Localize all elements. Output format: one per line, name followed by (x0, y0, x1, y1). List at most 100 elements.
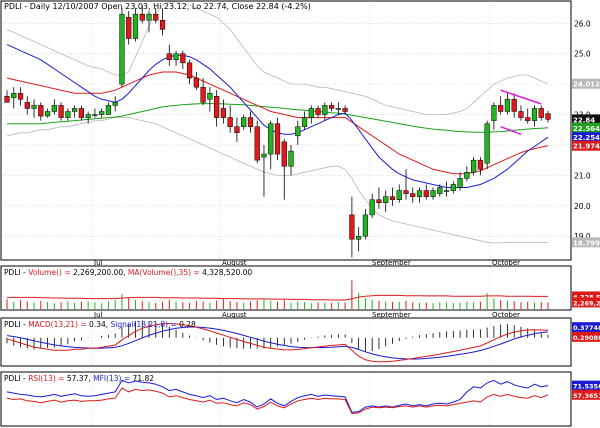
last-value-label: 22.84 (573, 116, 595, 124)
candle-body (410, 193, 416, 197)
volume-last-label: 2,269,200 (573, 299, 600, 307)
candle-body (207, 92, 213, 100)
macd-layer (6, 320, 549, 363)
last-value-label: 22.2547 (573, 134, 600, 142)
candle-body (430, 190, 436, 197)
candle-body (153, 13, 159, 21)
candle-body (525, 117, 531, 121)
candle-body (85, 114, 91, 118)
candle-body (538, 108, 544, 118)
candle-body (328, 105, 335, 109)
last-value-box (572, 132, 600, 143)
rsi-panel-frame (0, 371, 572, 427)
volume-ma-title-prefix: MA(Volume(),35) = (128, 268, 202, 277)
candle-body (132, 13, 139, 39)
candle-body (322, 105, 328, 115)
candle-body (112, 102, 118, 106)
volume-ma-line (7, 294, 548, 301)
volume-title-value: 2,269,200.00 (73, 268, 123, 277)
candle-body (126, 16, 132, 39)
macd-last-label: 0.290807 (573, 334, 600, 342)
volume-panel-frame (0, 265, 572, 311)
candle-body (17, 92, 24, 100)
candle-body (99, 111, 105, 115)
candle-body (51, 105, 57, 112)
candle-body (464, 172, 470, 179)
mfi-line (6, 379, 549, 413)
candle-body (139, 13, 145, 21)
month-label: Jul (93, 259, 103, 267)
candle-body (31, 105, 37, 109)
trendline-annotation (500, 89, 542, 105)
candle-body (295, 126, 301, 137)
candle-body (403, 190, 409, 194)
candle-body (450, 184, 456, 191)
label-layer: Jul Jul August August September September Octo… (93, 19, 600, 400)
candle-body (281, 141, 287, 167)
last-value-label: 22.5649 (573, 125, 600, 133)
last-value-box (572, 140, 600, 151)
last-value-label: 18.7993 (573, 239, 600, 247)
last-value-box (572, 122, 600, 133)
candle-body (72, 108, 78, 112)
last-value-box (572, 78, 600, 89)
candle-body (396, 190, 402, 200)
candle-body (369, 199, 375, 216)
last-value-label: 21.9745 (573, 143, 600, 151)
candle-body (498, 105, 504, 112)
macd-last-box (572, 331, 600, 342)
ma-red-line (6, 71, 549, 175)
candle-body (159, 19, 166, 30)
last-value-box (572, 237, 600, 248)
candle-body (261, 153, 267, 158)
candle-body (288, 150, 294, 167)
candle-body (349, 214, 355, 240)
last-value-label: 24.0128 (573, 81, 600, 89)
volume-last-box (572, 297, 600, 308)
volume-title-symbol: PDLI (4, 268, 21, 277)
candle-body (227, 117, 233, 127)
candle-body (119, 13, 125, 85)
candle-body (166, 53, 172, 61)
macd-panel-frame (0, 317, 572, 367)
price-tick-label: 20.0 (574, 202, 591, 211)
candle-body (362, 214, 369, 237)
candle-body (214, 96, 220, 118)
candle-body (180, 53, 186, 64)
mfi-title-value: 71.82 (133, 374, 155, 383)
macd-last-box (572, 322, 600, 333)
candle-body (376, 199, 382, 203)
macd-last-label: 0.377483 (573, 324, 600, 332)
candle-body (511, 99, 517, 112)
candle-body (356, 235, 362, 240)
candle-body (105, 105, 112, 115)
ma-green-line (7, 103, 549, 133)
price-tick-label: 25.0 (574, 50, 591, 59)
candle-body (518, 111, 524, 118)
price-tick-label: 21.0 (574, 171, 591, 180)
candle-body (335, 108, 341, 110)
macd-panel-title: PDLI - MACD(13,21) = 0.34, Signal(13,21,… (4, 320, 196, 329)
candle-body (301, 117, 308, 127)
rsi-title-value: 57.37 (67, 374, 89, 383)
candle-body (437, 187, 443, 194)
candle-body (24, 102, 30, 109)
macd-title-symbol: PDLI (4, 320, 21, 329)
candle-body (531, 108, 538, 121)
candle-body (484, 123, 490, 164)
trendline-annotation (500, 125, 522, 136)
rsi-last-box (572, 380, 600, 391)
candle-body (268, 123, 274, 155)
price-panel-frame (0, 0, 572, 261)
candle-body (545, 113, 551, 120)
macd-title-value: 0.34 (89, 320, 106, 329)
candle-body (146, 13, 152, 21)
price-tick-label: 19.0 (574, 232, 591, 241)
month-label: September (372, 259, 411, 267)
macd-line (6, 322, 549, 363)
candle-body (58, 105, 64, 118)
rsi-line (6, 387, 549, 415)
candle-body (315, 108, 321, 115)
